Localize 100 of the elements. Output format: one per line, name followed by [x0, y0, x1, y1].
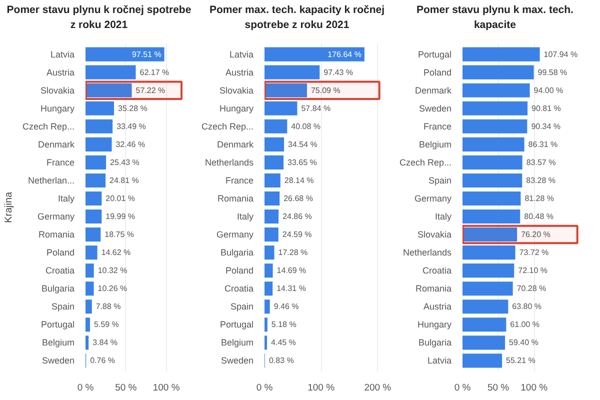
y-tick-label: Slovakia: [40, 85, 75, 96]
bar: [264, 191, 280, 206]
data-label: 75.09 %: [310, 86, 340, 95]
y-tick-label: Romania: [38, 230, 75, 240]
y-tick-label: Sweden: [418, 103, 452, 114]
x-tick-label: 50 %: [487, 382, 510, 394]
bar: [86, 209, 102, 224]
bar: [462, 119, 528, 134]
data-label: 62.17 %: [140, 68, 170, 77]
y-tick-label: Austria: [46, 67, 75, 78]
bar: [86, 228, 101, 242]
x-tick-label: 100 %: [152, 382, 180, 394]
y-tick-label: Czech Rep...: [399, 157, 452, 168]
y-tick-label: Belgium: [42, 338, 74, 348]
bar: [462, 155, 522, 170]
y-tick-label: Hungary: [40, 103, 75, 114]
bar: [86, 246, 98, 260]
y-tick-label: Czech Rep...: [22, 121, 75, 132]
bar: [264, 137, 284, 152]
y-tick-label: Netherlands: [204, 157, 254, 168]
y-tick-label: Netherlands: [402, 248, 452, 258]
x-tick-label: 0 %: [454, 382, 472, 394]
data-label: 20.01 %: [106, 194, 136, 203]
y-tick-label: Bulgaria: [418, 338, 452, 348]
data-label: 24.81 %: [110, 176, 139, 185]
bar: [462, 228, 518, 242]
y-tick-label: Romania: [217, 193, 254, 204]
bar: [86, 101, 114, 116]
x-tick-label: 100 %: [308, 382, 336, 394]
data-label: 90.34 %: [531, 122, 561, 131]
data-label: 61.00 %: [510, 320, 540, 330]
data-label: 14.69 %: [276, 266, 306, 276]
y-tick-label: Belgium: [220, 338, 254, 348]
data-label: 73.72 %: [519, 248, 549, 258]
bar: [86, 191, 102, 206]
data-label: 59.40 %: [509, 338, 538, 348]
bar: [264, 282, 273, 296]
bar: [264, 119, 288, 134]
bar: [462, 264, 514, 278]
bar: [264, 300, 270, 314]
x-tick-label: 100 %: [520, 382, 548, 394]
bar: [86, 47, 164, 62]
data-label: 17.28 %: [278, 248, 308, 258]
y-tick-label: Denmark: [414, 85, 452, 96]
bar: [86, 282, 94, 296]
data-label: 4.45 %: [271, 338, 296, 348]
bar: [462, 65, 534, 80]
bar: [264, 209, 279, 224]
bar: [86, 264, 94, 278]
data-label: 0.76 %: [90, 356, 116, 366]
bar: [462, 354, 502, 368]
y-tick-label: Latvia: [229, 49, 254, 60]
bar: [462, 101, 528, 116]
y-tick-label: France: [225, 175, 254, 186]
data-label: 99.58 %: [538, 68, 568, 77]
bar: [264, 264, 273, 278]
y-tick-label: Portugal: [40, 320, 75, 330]
data-label: 40.08 %: [291, 122, 321, 131]
y-tick-label: Poland: [46, 248, 75, 258]
y-tick-label: Sweden: [42, 356, 75, 366]
data-label: 90.81 %: [532, 104, 561, 113]
x-tick-label: 0 %: [256, 382, 274, 394]
y-tick-label: Slovakia: [219, 85, 254, 96]
data-label: 10.32 %: [98, 266, 128, 276]
y-tick-label: Austria: [225, 67, 254, 78]
data-label: 5.59 %: [94, 320, 119, 330]
y-tick-label: Latvia: [427, 356, 452, 366]
y-tick-label: Italy: [58, 193, 75, 204]
data-label: 35.28 %: [118, 104, 148, 113]
bar: [86, 173, 106, 188]
data-label: 57.84 %: [301, 104, 331, 113]
y-tick-label: Spain: [428, 175, 452, 186]
y-tick-label: Poland: [225, 266, 254, 276]
y-tick-label: Belgium: [418, 139, 452, 150]
y-tick-label: Denmark: [216, 139, 254, 150]
bar: [86, 318, 90, 332]
y-tick-label: Hungary: [219, 103, 254, 114]
data-label: 81.28 %: [524, 194, 554, 203]
y-tick-label: Hungary: [417, 320, 452, 330]
bar: [264, 173, 280, 188]
y-tick-label: Bulgaria: [41, 284, 75, 294]
bar: [86, 336, 89, 350]
data-label: 3.84 %: [92, 338, 118, 348]
y-tick-label: Portugal: [418, 49, 452, 60]
data-label: 5.18 %: [271, 320, 296, 330]
y-tick-label: Italy: [236, 212, 254, 222]
data-label: 83.57 %: [526, 158, 556, 167]
data-label: 176.64 %: [328, 50, 362, 59]
bar: [462, 173, 522, 188]
data-label: 14.62 %: [101, 248, 131, 258]
y-tick-label: Bulgaria: [220, 248, 254, 258]
bar: [264, 246, 274, 260]
data-label: 19.99 %: [106, 212, 136, 222]
data-label: 55.21 %: [506, 356, 536, 366]
bar: [264, 47, 364, 62]
bar: [462, 191, 521, 206]
y-tick-label: Portugal: [220, 320, 254, 330]
data-label: 86.31 %: [528, 140, 558, 149]
bar: [86, 119, 113, 134]
data-label: 33.65 %: [288, 158, 317, 167]
